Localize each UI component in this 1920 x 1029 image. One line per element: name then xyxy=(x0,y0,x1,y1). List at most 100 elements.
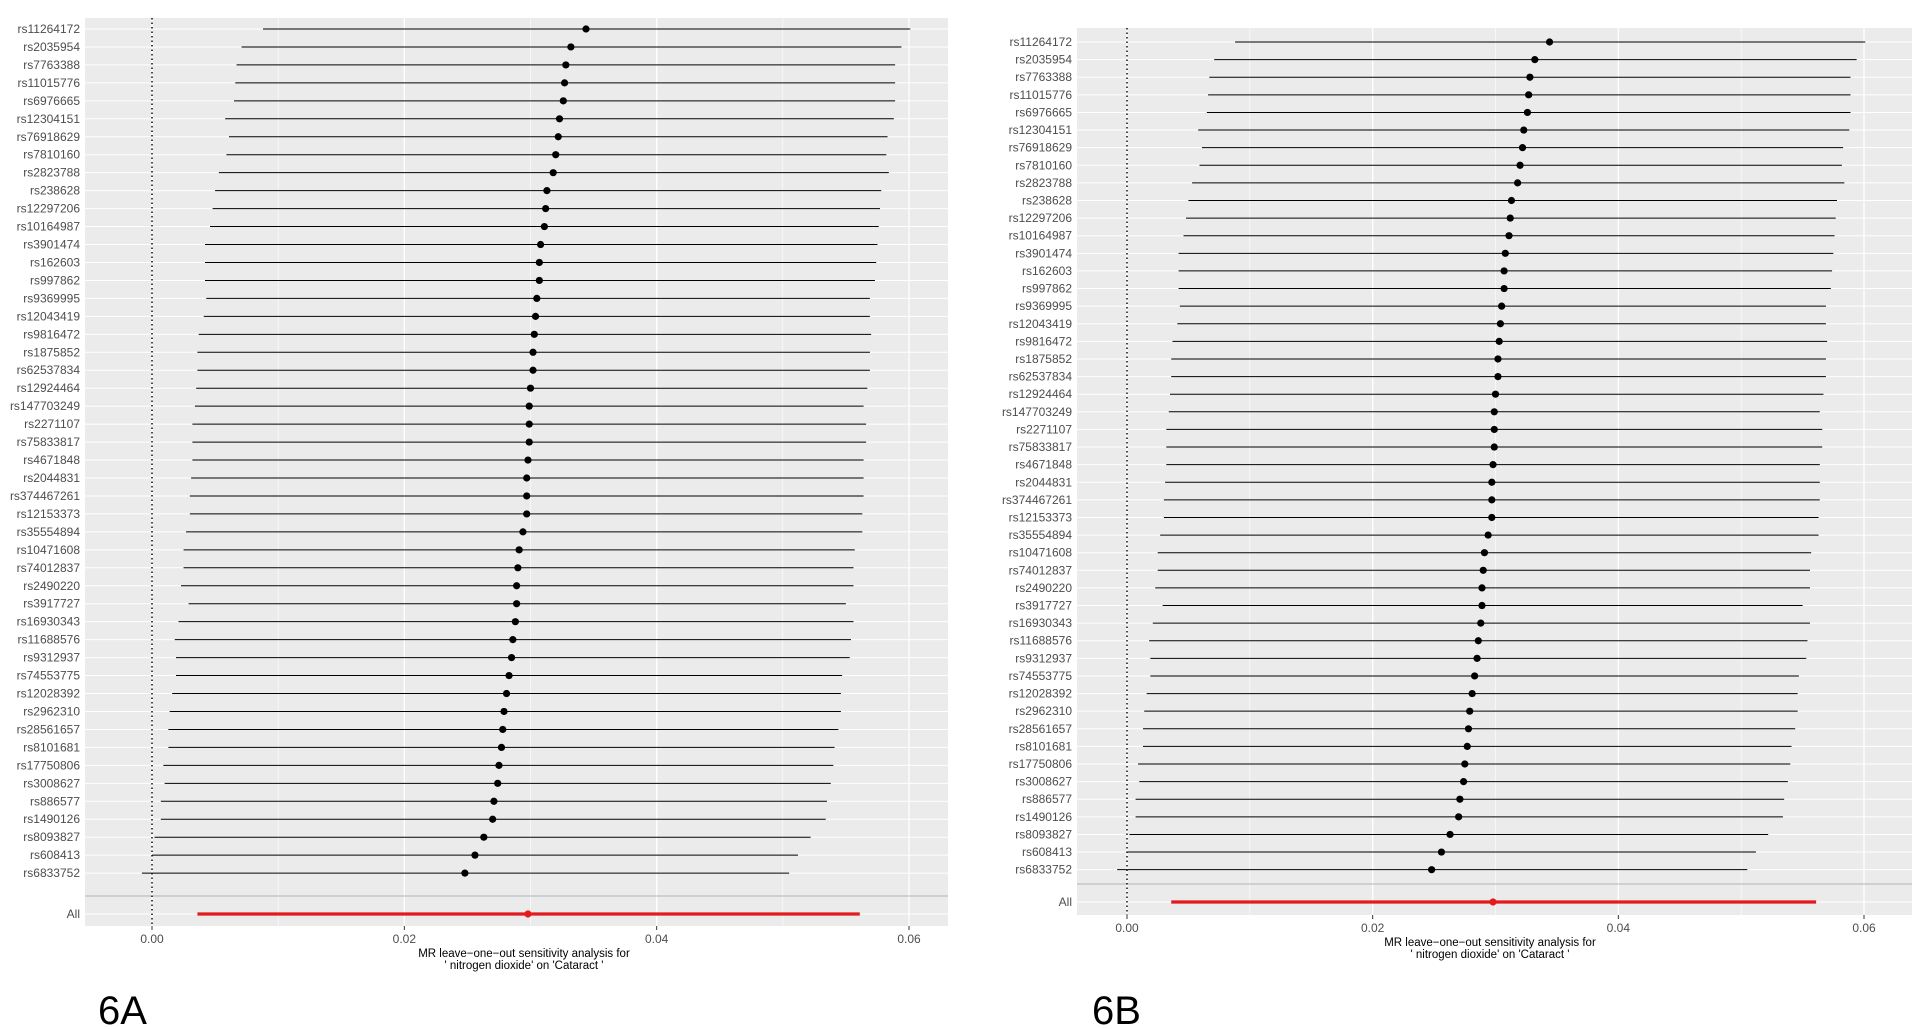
point-rs11264172 xyxy=(1545,38,1554,46)
point-rs11688576 xyxy=(1474,637,1482,645)
row-label: rs35554894 xyxy=(17,525,81,539)
point-rs16930343 xyxy=(1477,619,1485,627)
point-rs11015776 xyxy=(1525,91,1533,99)
point-rs886577 xyxy=(1456,795,1464,803)
row-label: rs9816472 xyxy=(1015,334,1072,348)
point-rs1490126 xyxy=(489,815,497,823)
row-label: rs374467261 xyxy=(1002,493,1072,507)
point-rs3008627 xyxy=(494,779,502,787)
x-axis-title-line2: ' nitrogen dioxide' on 'Cataract ' xyxy=(1410,949,1569,961)
row-label: rs12924464 xyxy=(1009,387,1073,401)
point-rs11015776 xyxy=(560,79,569,87)
overall-label: All xyxy=(1059,895,1072,909)
point-rs12304151 xyxy=(555,115,564,123)
point-rs608413 xyxy=(471,851,479,859)
x-axis-title-line1: MR leave−one−out sensitivity analysis fo… xyxy=(418,948,630,960)
row-label: rs147703249 xyxy=(1002,405,1072,419)
row-label: rs997862 xyxy=(30,273,80,287)
row-label: rs3917727 xyxy=(1015,599,1072,613)
x-axis-title-line2: ' nitrogen dioxide' on 'Cataract ' xyxy=(444,960,603,972)
row-label: rs12304151 xyxy=(1009,123,1073,137)
point-rs12304151 xyxy=(1520,126,1528,134)
row-label: rs7810160 xyxy=(1015,158,1072,172)
point-rs374467261 xyxy=(1488,496,1496,504)
point-rs12924464 xyxy=(1491,390,1500,398)
row-label: rs8093827 xyxy=(1015,827,1072,841)
point-rs7810160 xyxy=(552,151,560,159)
point-rs12924464 xyxy=(526,384,535,392)
point-rs9369995 xyxy=(1498,302,1506,310)
point-rs9312937 xyxy=(1473,654,1481,662)
row-label: rs16930343 xyxy=(1009,616,1073,630)
row-label: rs62537834 xyxy=(17,363,81,377)
row-label: rs17750806 xyxy=(1009,757,1073,771)
row-label: rs74012837 xyxy=(1009,563,1073,577)
point-rs12153373 xyxy=(523,510,531,518)
point-rs8093827 xyxy=(1446,830,1454,839)
x-tick-label: 0.06 xyxy=(1852,921,1876,935)
panel-label: 6B xyxy=(1092,989,1141,1029)
point-rs62537834 xyxy=(1494,372,1502,381)
row-label: rs6833752 xyxy=(1015,863,1072,877)
row-label: rs1875852 xyxy=(23,345,80,359)
point-rs35554894 xyxy=(519,528,527,536)
row-label: rs2490220 xyxy=(1015,581,1072,595)
x-tick-label: 0.04 xyxy=(645,932,669,946)
row-label: rs76918629 xyxy=(17,130,81,144)
overall-label: All xyxy=(67,907,80,921)
point-rs3917727 xyxy=(1478,601,1486,610)
row-label: rs9312937 xyxy=(23,651,80,665)
row-label: rs12297206 xyxy=(1009,211,1073,225)
point-rs147703249 xyxy=(1490,408,1498,416)
point-rs10164987 xyxy=(1505,232,1513,240)
point-rs7810160 xyxy=(1516,161,1524,169)
row-label: rs162603 xyxy=(30,255,80,269)
point-rs62537834 xyxy=(529,366,537,374)
row-label: rs7763388 xyxy=(23,58,80,72)
point-rs76918629 xyxy=(554,133,562,141)
point-rs2044831 xyxy=(1488,478,1496,486)
row-label: rs9369995 xyxy=(23,291,80,305)
point-rs238628 xyxy=(1507,196,1516,205)
point-rs2035954 xyxy=(1531,56,1539,64)
row-label: rs7810160 xyxy=(23,148,80,162)
row-label: rs608413 xyxy=(30,848,80,862)
row-label: rs75833817 xyxy=(1009,440,1073,454)
point-rs162603 xyxy=(535,258,543,267)
overall-point xyxy=(524,910,532,918)
row-label: rs8101681 xyxy=(1015,739,1072,753)
point-rs374467261 xyxy=(523,492,531,500)
row-label: rs238628 xyxy=(1022,193,1072,207)
row-label: rs62537834 xyxy=(1009,370,1073,384)
row-label: rs11015776 xyxy=(1010,88,1073,102)
row-label: rs12043419 xyxy=(1009,317,1073,331)
point-rs2271107 xyxy=(1490,425,1498,434)
row-label: rs374467261 xyxy=(10,489,80,503)
row-label: rs74012837 xyxy=(17,561,81,575)
row-label: rs10471608 xyxy=(17,543,81,557)
point-rs6976665 xyxy=(559,97,567,105)
row-label: rs10164987 xyxy=(1009,229,1073,243)
row-label: rs12304151 xyxy=(17,112,81,126)
point-rs74012837 xyxy=(1479,566,1487,574)
row-label: rs2044831 xyxy=(1015,475,1072,489)
point-rs10164987 xyxy=(540,222,548,231)
plot-background xyxy=(85,18,948,926)
point-rs9369995 xyxy=(533,294,541,302)
row-label: rs3008627 xyxy=(1015,775,1072,789)
point-rs8093827 xyxy=(480,833,488,841)
row-label: rs11015776 xyxy=(18,76,81,90)
point-rs12153373 xyxy=(1488,513,1496,522)
row-label: rs12153373 xyxy=(1009,510,1073,524)
point-rs4671848 xyxy=(524,456,532,464)
row-label: rs9816472 xyxy=(23,327,80,341)
row-label: rs4671848 xyxy=(23,453,80,467)
point-rs17750806 xyxy=(1461,760,1469,768)
row-label: rs74553775 xyxy=(17,669,81,683)
row-label: rs886577 xyxy=(1022,792,1072,806)
row-label: rs11264172 xyxy=(1010,35,1073,49)
point-rs12297206 xyxy=(1506,214,1514,222)
point-rs6833752 xyxy=(461,869,469,877)
point-rs997862 xyxy=(1500,284,1508,293)
x-axis-title-line1: MR leave−one−out sensitivity analysis fo… xyxy=(1384,937,1596,949)
